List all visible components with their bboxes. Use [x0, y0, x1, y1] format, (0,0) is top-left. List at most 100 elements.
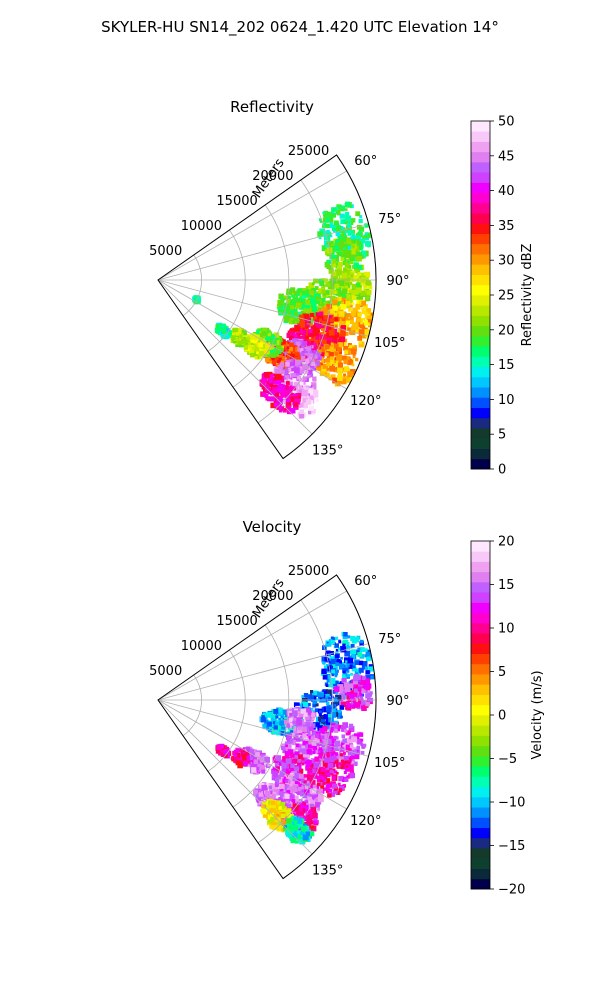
- echo-cell: [322, 292, 328, 298]
- echo-cell: [223, 749, 229, 755]
- echo-cell: [276, 353, 283, 360]
- range-ring: [257, 179, 333, 424]
- echo-cell: [243, 755, 250, 762]
- echo-cell: [289, 361, 294, 367]
- echo-cell: [338, 321, 345, 327]
- echo-cell: [281, 813, 286, 819]
- echo-cell: [349, 292, 355, 299]
- echo-cell: [318, 792, 323, 798]
- echo-cell: [341, 205, 344, 209]
- echo-cell: [298, 732, 302, 736]
- echo-cell: [343, 682, 350, 688]
- echo-cell: [337, 782, 341, 786]
- echo-cell: [339, 753, 343, 757]
- echo-cell: [293, 820, 298, 825]
- echo-cell: [357, 647, 361, 651]
- echo-cell: [298, 402, 304, 408]
- echo-cell: [353, 673, 359, 680]
- radial-tick-label: 10000: [181, 219, 222, 234]
- echo-cell: [334, 352, 338, 356]
- echo-cell: [282, 749, 287, 754]
- echo-cell: [197, 298, 201, 302]
- echo-cell: [346, 313, 351, 318]
- echo-cell: [285, 800, 289, 804]
- echo-cell: [219, 743, 224, 749]
- echo-cell: [320, 717, 326, 723]
- echo-cell: [305, 831, 310, 836]
- echo-cell: [358, 329, 365, 336]
- echo-cell: [278, 347, 281, 351]
- echo-cell: [248, 341, 254, 347]
- echo-cell: [292, 296, 299, 303]
- echo-cell: [286, 818, 292, 824]
- echo-cell: [325, 643, 329, 647]
- echo-cell: [308, 358, 312, 361]
- echo-cell: [288, 824, 294, 829]
- echo-cell: [325, 684, 329, 687]
- echo-cell: [278, 336, 282, 341]
- echo-cell: [347, 698, 352, 703]
- echo-cell: [194, 298, 198, 302]
- colorbar-band: [471, 428, 490, 439]
- echo-cell: [300, 790, 306, 797]
- echo-cell: [331, 254, 336, 259]
- colorbar-band: [471, 121, 490, 132]
- echo-cell: [326, 674, 331, 679]
- echo-cell: [308, 282, 315, 289]
- echo-cell: [254, 356, 258, 359]
- echo-cell: [298, 806, 304, 812]
- echo-cell: [333, 306, 338, 311]
- echo-cell: [268, 375, 274, 382]
- echo-cell: [271, 800, 276, 805]
- echo-cell: [321, 346, 327, 353]
- echo-cell: [311, 382, 317, 388]
- colorbar-band: [471, 745, 490, 757]
- echo-cell: [286, 386, 293, 392]
- echo-cell: [322, 661, 325, 664]
- echo-cell: [357, 312, 362, 317]
- echo-cell: [322, 211, 325, 215]
- echo-cell: [287, 366, 294, 372]
- echo-cell: [315, 722, 320, 727]
- echo-cell: [335, 240, 341, 246]
- echo-cell: [344, 689, 351, 696]
- echo-cell: [341, 734, 346, 738]
- echo-cell: [300, 298, 305, 303]
- echo-cell: [330, 712, 337, 718]
- echo-cell: [253, 759, 259, 764]
- echo-cell: [326, 706, 332, 713]
- echo-cell: [260, 384, 264, 387]
- echo-cell: [270, 720, 276, 727]
- echo-cell: [292, 795, 299, 802]
- echo-cell: [288, 349, 295, 356]
- colorbar-band: [471, 264, 490, 275]
- echo-cell: [280, 715, 284, 719]
- echo-cell: [322, 690, 327, 695]
- echo-cell: [286, 733, 292, 739]
- echo-cell: [312, 350, 319, 357]
- echo-cell: [348, 726, 355, 732]
- colorbar-band: [471, 633, 490, 644]
- echo-cell: [356, 745, 360, 750]
- colorbar-tick-label: −20: [498, 883, 525, 898]
- echo-cell: [305, 326, 309, 330]
- echo-cell: [347, 359, 351, 363]
- echo-cell: [284, 401, 287, 405]
- echo-cell: [319, 365, 324, 369]
- echo-cell: [344, 262, 350, 268]
- echo-cell: [355, 303, 361, 309]
- colorbar-band: [471, 766, 490, 777]
- echo-cell: [325, 767, 330, 772]
- echo-cell: [311, 812, 318, 819]
- colorbar-band: [471, 376, 490, 388]
- echo-cell: [262, 723, 268, 729]
- echo-cell: [280, 391, 287, 398]
- echo-cell: [301, 695, 305, 698]
- echo-cell: [357, 232, 363, 238]
- echo-cell: [338, 280, 345, 287]
- echo-cell: [337, 280, 341, 284]
- echo-cell: [345, 211, 350, 216]
- colorbar-band: [471, 182, 490, 194]
- echo-cell: [275, 805, 279, 809]
- echo-cell: [253, 749, 257, 753]
